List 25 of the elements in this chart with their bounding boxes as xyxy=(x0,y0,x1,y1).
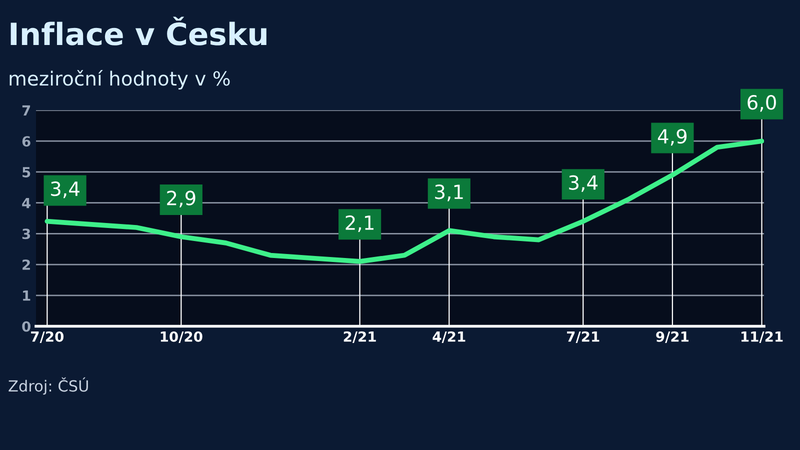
y-tick-label: 2 xyxy=(22,260,30,270)
y-tick-label: 0 xyxy=(22,321,30,332)
x-tick-label: 4/21 xyxy=(432,331,466,343)
data-label: 3,1 xyxy=(435,184,463,202)
data-label: 2,9 xyxy=(167,190,196,208)
y-tick-label: 1 xyxy=(23,290,30,301)
y-tick-label: 5 xyxy=(22,167,30,178)
data-label: 3,4 xyxy=(51,181,80,198)
chart-title: Inflace v Česku xyxy=(10,16,266,46)
data-label: 6,0 xyxy=(748,95,776,112)
data-label: 2,1 xyxy=(346,215,374,232)
data-label: 3,4 xyxy=(569,175,598,192)
x-tick-label: 9/21 xyxy=(656,331,689,343)
text: Zdroj: ČSÚ xyxy=(8,377,88,395)
y-tick-label: 6 xyxy=(22,136,30,147)
x-tick-label: 7/20 xyxy=(31,331,64,343)
data-label: 4,9 xyxy=(658,128,687,146)
x-tick-label: 7/21 xyxy=(567,331,600,343)
y-tick-label: 7 xyxy=(22,105,30,116)
y-tick-label: 4 xyxy=(22,198,30,208)
x-tick-label: 11/21 xyxy=(741,331,783,343)
y-tick-label: 3 xyxy=(22,228,30,240)
chart-subtitle: meziroční hodnoty v % xyxy=(10,70,230,90)
x-tick-label: 10/20 xyxy=(160,331,202,343)
x-tick-label: 2/21 xyxy=(344,331,376,343)
